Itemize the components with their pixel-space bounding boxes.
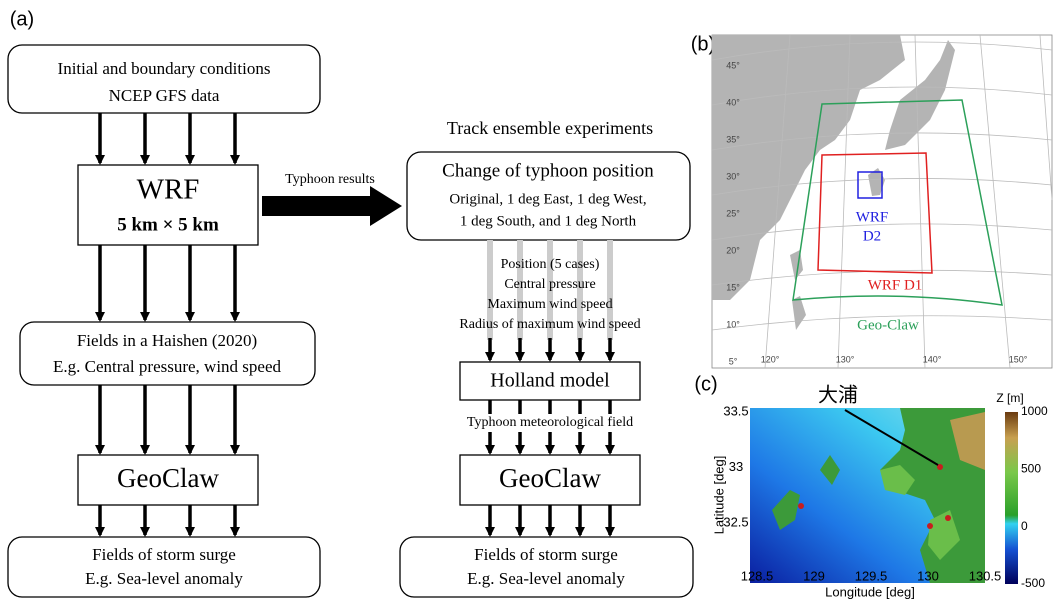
place-label: 大浦: [818, 383, 858, 406]
x-tick-label: 129.5: [855, 568, 888, 583]
x-axis-label: Longitude [deg]: [825, 584, 915, 599]
domain-label: WRF D1: [868, 277, 923, 293]
node-title: Holland model: [490, 370, 610, 392]
heading: Track ensemble experiments: [447, 118, 653, 138]
lat-label: 15°: [726, 282, 740, 292]
figure: (a) Initial and boundary conditions NCEP…: [0, 0, 1059, 601]
node-text: E.g. Sea-level anomaly: [467, 569, 625, 588]
x-tick-label: 130: [917, 568, 939, 583]
lat-label: 35°: [726, 134, 740, 144]
lat-label: 20°: [726, 245, 740, 255]
node-text: Original, 1 deg East, 1 deg West,: [449, 191, 646, 207]
lat-label: 45°: [726, 60, 740, 70]
x-tick-label: 128.5: [741, 568, 774, 583]
field-label: Typhoon meteorological field: [467, 415, 633, 430]
y-tick-label: 32.5: [723, 514, 748, 529]
panel-label: (a): [10, 8, 34, 30]
colorbar-tick: 500: [1021, 462, 1041, 476]
lon-label: 130°: [836, 354, 855, 364]
node-text: Fields of storm surge: [92, 545, 236, 564]
lat-label: 40°: [726, 97, 740, 107]
arrow-label: Typhoon results: [285, 172, 375, 187]
colorbar-title: Z [m]: [996, 391, 1023, 405]
big-arrow: [262, 186, 402, 226]
map-c: [750, 408, 1018, 584]
parameter: Position (5 cases): [501, 257, 600, 272]
parameter: Maximum wind speed: [487, 297, 612, 312]
node-text: Initial and boundary conditions: [58, 59, 271, 78]
node-title: GeoClaw: [117, 463, 219, 493]
node-text: NCEP GFS data: [109, 86, 220, 105]
domain-label: D2: [863, 228, 881, 244]
lon-label: 140°: [923, 354, 942, 364]
colorbar-tick: 0: [1021, 519, 1028, 533]
lat-label: 5°: [729, 356, 738, 366]
node-text: 5 km × 5 km: [117, 214, 219, 235]
lat-label: 10°: [726, 319, 740, 329]
node-text: 1 deg South, and 1 deg North: [460, 213, 637, 229]
y-tick-label: 33.5: [723, 403, 748, 418]
node-text: E.g. Central pressure, wind speed: [53, 357, 282, 376]
panel-label: (b): [691, 33, 715, 55]
lon-label: 120°: [761, 354, 780, 364]
lat-label: 30°: [726, 171, 740, 181]
colorbar-tick: -500: [1021, 576, 1045, 590]
node-text: Fields of storm surge: [474, 545, 618, 564]
colorbar-tick: 1000: [1021, 404, 1048, 418]
domain-label: Geo-Claw: [857, 317, 919, 333]
parameter: Radius of maximum wind speed: [459, 317, 640, 332]
panel-label: (c): [694, 373, 717, 395]
domain-label: WRF: [856, 209, 889, 225]
x-tick-label: 129: [803, 568, 825, 583]
x-tick-label: 130.5: [969, 568, 1002, 583]
node-text: Fields in a Haishen (2020): [77, 331, 257, 350]
parameter: Central pressure: [504, 277, 595, 292]
node-title: WRF: [137, 174, 200, 206]
node-title: Change of typhoon position: [442, 160, 654, 181]
lon-label: 150°: [1009, 354, 1028, 364]
node-title: GeoClaw: [499, 463, 601, 493]
lat-label: 25°: [726, 208, 740, 218]
node-text: E.g. Sea-level anomaly: [85, 569, 243, 588]
y-tick-label: 33: [729, 459, 743, 474]
